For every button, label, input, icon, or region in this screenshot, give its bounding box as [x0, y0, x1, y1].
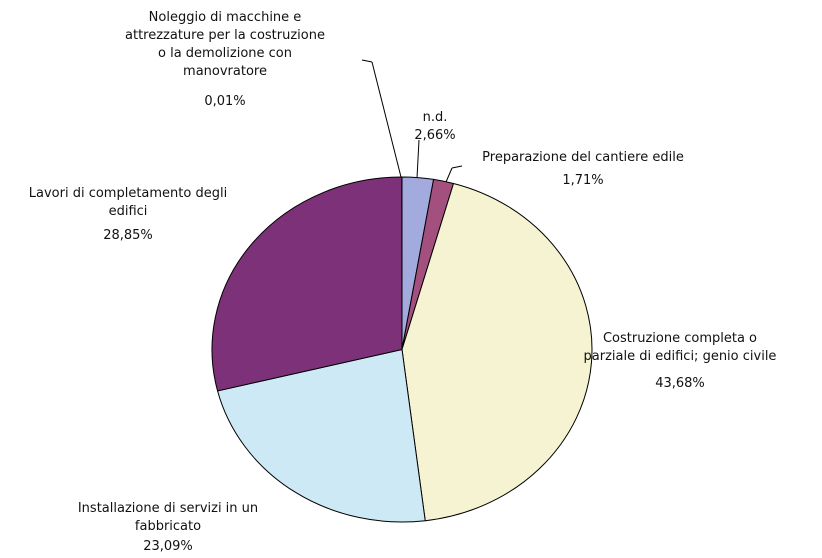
pie-slice	[211, 176, 403, 392]
leader-line	[445, 167, 453, 183]
value-label: 2,66%	[414, 128, 456, 143]
slice-label: Costruzione completa o parziale di edifi…	[583, 331, 777, 364]
leader-line	[371, 61, 402, 178]
pie-slice	[216, 348, 426, 523]
value-label: 1,71%	[562, 173, 604, 188]
slice-label: Installazione di servizi in un fabbricat…	[77, 501, 259, 534]
leader-line	[451, 165, 463, 169]
slice-label: Preparazione del cantiere edile	[482, 150, 684, 165]
pie-slice	[401, 182, 593, 522]
value-label: 0,01%	[204, 94, 246, 109]
slice-label: Noleggio di macchine e attrezzature per …	[125, 10, 325, 79]
slice-label: n.d.	[422, 110, 448, 125]
value-label: 23,09%	[143, 539, 193, 554]
value-label: 43,68%	[655, 376, 705, 391]
slice-label: Lavori di completamento degli edifici	[28, 186, 228, 219]
leader-line	[361, 59, 373, 63]
leader-line	[416, 139, 420, 179]
value-label: 28,85%	[103, 228, 153, 243]
